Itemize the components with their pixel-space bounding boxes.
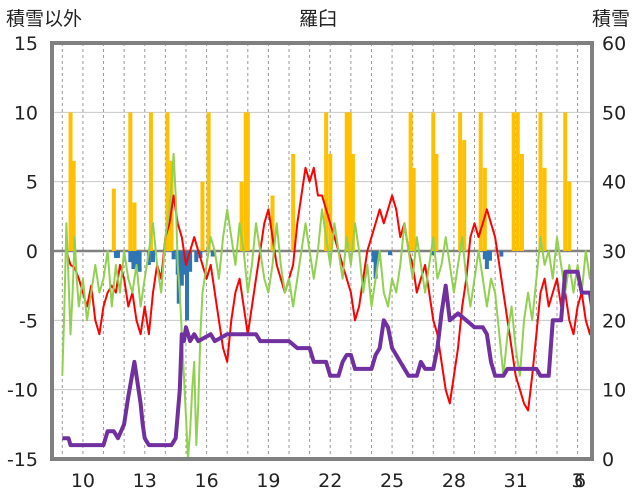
precip-bar <box>344 112 349 251</box>
y-right-tick-label: 20 <box>602 310 626 332</box>
precip-bar <box>324 112 329 251</box>
precip-bar <box>68 112 73 251</box>
x-tick-label: 13 <box>133 470 157 492</box>
precip-bar <box>200 181 205 251</box>
precip-bar <box>482 167 487 251</box>
precip-bar <box>111 188 116 251</box>
snowfall-bar <box>373 251 378 279</box>
chart-title: 羅臼 <box>299 8 337 30</box>
snowfall-bar <box>115 251 120 258</box>
snowfall-bar <box>134 251 139 268</box>
precip-bar <box>270 195 275 251</box>
y-right-tick-label: 60 <box>602 33 626 55</box>
precip-bar <box>431 112 436 251</box>
precip-bar <box>462 140 467 251</box>
precip-bar <box>542 167 547 251</box>
snowfall-bar <box>146 251 151 265</box>
snowfall-bar <box>487 251 492 261</box>
precip-bar <box>519 153 524 251</box>
precip-bar <box>239 181 244 251</box>
precip-bar <box>478 112 483 251</box>
y-left-tick-label: 10 <box>14 102 38 124</box>
snowfall-bar <box>181 251 186 275</box>
snowfall-bar <box>113 251 118 258</box>
snowfall-bar <box>128 251 133 263</box>
precip-bar <box>245 112 250 251</box>
snowfall-bar <box>188 251 193 272</box>
y-left-tick-label: -5 <box>19 310 38 332</box>
left-axis-label: 積雪以外 <box>6 8 82 30</box>
precip-bar <box>165 112 170 251</box>
right-axis-label: 積雪 <box>592 8 630 30</box>
y-right-tick-label: 0 <box>602 449 614 471</box>
precip-bar <box>148 112 153 251</box>
line-layer <box>61 152 594 460</box>
x-tick-label: 6 <box>574 470 586 492</box>
snowfall-bar <box>171 251 176 260</box>
precip-bar <box>206 112 211 251</box>
x-tick-label: 25 <box>380 470 404 492</box>
snowfall-bar <box>499 251 504 257</box>
y-right-tick-label: 50 <box>602 102 626 124</box>
snowfall-bar <box>482 251 487 260</box>
snowfall-bar <box>431 251 436 256</box>
precip-bar <box>538 112 543 251</box>
y-right-tick-label: 40 <box>602 172 626 194</box>
x-tick-label: 28 <box>442 470 466 492</box>
precip-bar <box>71 160 76 251</box>
precip-bar <box>128 112 133 251</box>
precip-bar <box>291 153 296 251</box>
x-tick-label: 10 <box>71 470 95 492</box>
snowfall-bar <box>185 251 189 321</box>
snowfall-bar <box>137 251 142 272</box>
x-tick-label: 31 <box>504 470 528 492</box>
x-tick-label: 19 <box>256 470 280 492</box>
precip-bar <box>350 153 355 251</box>
x-tick-label: 22 <box>318 470 342 492</box>
precip-bar <box>411 167 416 251</box>
precip-bar <box>563 112 568 251</box>
plot-border <box>50 41 594 461</box>
wind-line <box>61 152 593 460</box>
y-left-tick-label: 5 <box>26 172 38 194</box>
precip-bar <box>347 112 352 251</box>
y-right-tick-label: 30 <box>602 241 626 263</box>
snowfall-bar <box>484 251 489 270</box>
bar-layer <box>68 112 572 321</box>
precip-bar <box>243 112 248 251</box>
snowfall-bar <box>131 251 136 270</box>
snowfall-bar <box>210 251 215 257</box>
y-right-tick-label: 10 <box>602 380 626 402</box>
snowfall-bar <box>371 251 376 263</box>
precip-bar <box>567 181 572 251</box>
precip-bar <box>408 112 413 251</box>
x-tick-label: 3 <box>572 470 584 492</box>
x-tick-label: 16 <box>194 470 218 492</box>
precip-bar <box>434 153 439 251</box>
snowfall-bar <box>198 251 203 258</box>
precip-bar <box>511 112 516 251</box>
snowfall-bar <box>150 251 155 263</box>
y-left-tick-label: 15 <box>14 33 38 55</box>
snowfall-bar <box>388 251 393 256</box>
precip-bar <box>515 112 520 251</box>
precip-bar <box>328 153 333 251</box>
y-left-tick-label: 0 <box>26 241 38 263</box>
snow_depth-line <box>62 269 594 448</box>
snowfall-bar <box>194 251 199 263</box>
precip-bar <box>132 202 137 251</box>
y-left-tick-label: -10 <box>7 380 38 402</box>
y-left-tick-label: -15 <box>7 449 38 471</box>
plot-frame <box>50 41 594 461</box>
precip-bar <box>458 112 463 251</box>
snowfall-bar <box>179 251 184 286</box>
